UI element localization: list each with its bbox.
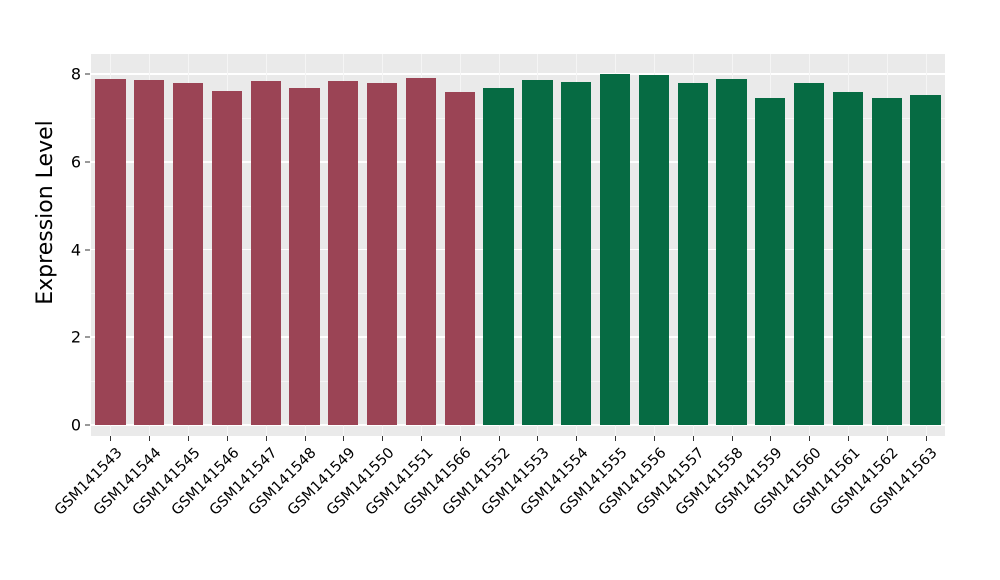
bar (599, 74, 631, 425)
x-axis-tick-mark (925, 436, 927, 441)
bar (250, 81, 281, 425)
x-axis-tick-mark (110, 436, 112, 441)
y-axis-tick-mark (85, 336, 90, 338)
x-axis-tick-mark (343, 436, 345, 441)
x-axis-tick-mark (265, 436, 267, 441)
x-axis-tick-mark (731, 436, 733, 441)
gridline-major-horizontal (91, 160, 945, 163)
x-axis-tick-mark (226, 436, 228, 441)
x-axis-tick-mark (382, 436, 384, 441)
gridline-major-horizontal (91, 336, 945, 339)
bar (793, 82, 825, 425)
bar (910, 94, 941, 425)
bar (483, 88, 514, 425)
bar (328, 80, 359, 425)
y-axis-tick-label: 2 (70, 327, 81, 347)
bar (561, 81, 592, 425)
y-axis-tick-label: 0 (70, 415, 81, 435)
gridline-major-horizontal (91, 248, 945, 251)
bar (755, 98, 786, 425)
x-axis-tick-mark (770, 436, 772, 441)
gridline-minor-horizontal (91, 293, 945, 295)
x-axis-tick-mark (459, 436, 461, 441)
bar (172, 82, 204, 425)
y-axis-tick-mark (85, 161, 90, 163)
y-axis-tick-mark (85, 73, 90, 75)
x-axis-tick-mark (615, 436, 617, 441)
x-axis-tick-mark (537, 436, 539, 441)
bar (134, 79, 165, 425)
x-axis-tick-mark (886, 436, 888, 441)
x-axis-tick-mark (149, 436, 151, 441)
bar (638, 75, 669, 425)
bar (405, 78, 437, 425)
gridline-major-horizontal (91, 424, 945, 426)
bar (677, 83, 708, 425)
y-axis-tick-label: 6 (70, 152, 81, 172)
x-axis-tick-mark (653, 436, 655, 441)
y-axis-tick-label: 8 (70, 64, 81, 84)
x-axis-tick-mark (692, 436, 694, 441)
x-axis-tick-mark (188, 436, 190, 441)
y-axis-tick-mark (85, 424, 90, 426)
bar (211, 91, 242, 425)
x-axis-tick-mark (576, 436, 578, 441)
gridline-major-horizontal (91, 73, 945, 75)
y-axis-tick-labels: 0 2 4 6 8 (55, 0, 81, 580)
bar (716, 79, 747, 425)
y-axis-tick-mark (85, 249, 90, 250)
x-axis-tick-mark (304, 436, 306, 441)
x-axis-tick-mark (420, 436, 422, 441)
plot-panel (91, 54, 945, 436)
x-axis-tick-mark (809, 436, 811, 441)
y-axis-tick-label: 4 (70, 240, 81, 259)
gridline-minor-horizontal (91, 205, 945, 207)
bar (871, 98, 902, 425)
bar (444, 92, 475, 425)
bar (289, 88, 320, 425)
bar (95, 79, 126, 425)
bar (832, 92, 864, 425)
bars-layer (91, 54, 945, 436)
bar (366, 82, 398, 425)
gridline-minor-horizontal (91, 381, 945, 383)
x-axis: GSM141543 GSM141544 GSM141545 GSM141546 GSM1… (52, 436, 945, 580)
gridline-minor-horizontal (91, 117, 945, 119)
x-axis-tick-mark (847, 436, 849, 441)
x-axis-tick-mark (498, 436, 500, 441)
bar (522, 79, 553, 425)
